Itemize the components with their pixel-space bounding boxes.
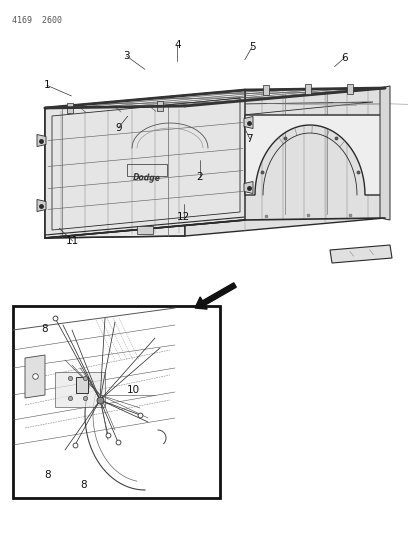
- FancyArrow shape: [195, 283, 236, 309]
- Polygon shape: [330, 245, 392, 263]
- Polygon shape: [45, 106, 185, 238]
- Polygon shape: [157, 101, 163, 111]
- Polygon shape: [244, 182, 253, 193]
- Polygon shape: [25, 355, 45, 398]
- Text: 5: 5: [249, 42, 255, 52]
- Text: 8: 8: [44, 470, 51, 480]
- Polygon shape: [37, 199, 46, 212]
- Text: 2: 2: [197, 172, 203, 182]
- Polygon shape: [244, 117, 253, 128]
- Text: 11: 11: [66, 236, 79, 246]
- Bar: [13, 306, 220, 498]
- Text: 1: 1: [44, 80, 50, 90]
- Bar: [76, 377, 88, 393]
- Polygon shape: [347, 84, 353, 93]
- Polygon shape: [37, 134, 46, 147]
- Polygon shape: [245, 88, 385, 220]
- Text: 4169  2600: 4169 2600: [12, 16, 62, 25]
- Text: 8: 8: [80, 480, 86, 489]
- Bar: [127, 164, 167, 176]
- Polygon shape: [45, 90, 245, 238]
- Text: 4: 4: [174, 41, 181, 50]
- Polygon shape: [245, 115, 385, 195]
- Text: 10: 10: [126, 385, 140, 395]
- Polygon shape: [305, 84, 311, 94]
- Bar: [137, 226, 153, 234]
- Text: 9: 9: [115, 123, 122, 133]
- Polygon shape: [263, 85, 269, 95]
- Text: 6: 6: [341, 53, 348, 62]
- Text: 7: 7: [246, 134, 253, 143]
- Polygon shape: [185, 88, 385, 236]
- Text: 12: 12: [177, 213, 190, 222]
- Text: 8: 8: [41, 324, 48, 334]
- Text: Dodge: Dodge: [133, 173, 161, 183]
- Polygon shape: [45, 88, 385, 108]
- Bar: [55, 372, 105, 407]
- Polygon shape: [380, 86, 390, 220]
- Polygon shape: [67, 103, 73, 112]
- Text: 3: 3: [123, 51, 130, 61]
